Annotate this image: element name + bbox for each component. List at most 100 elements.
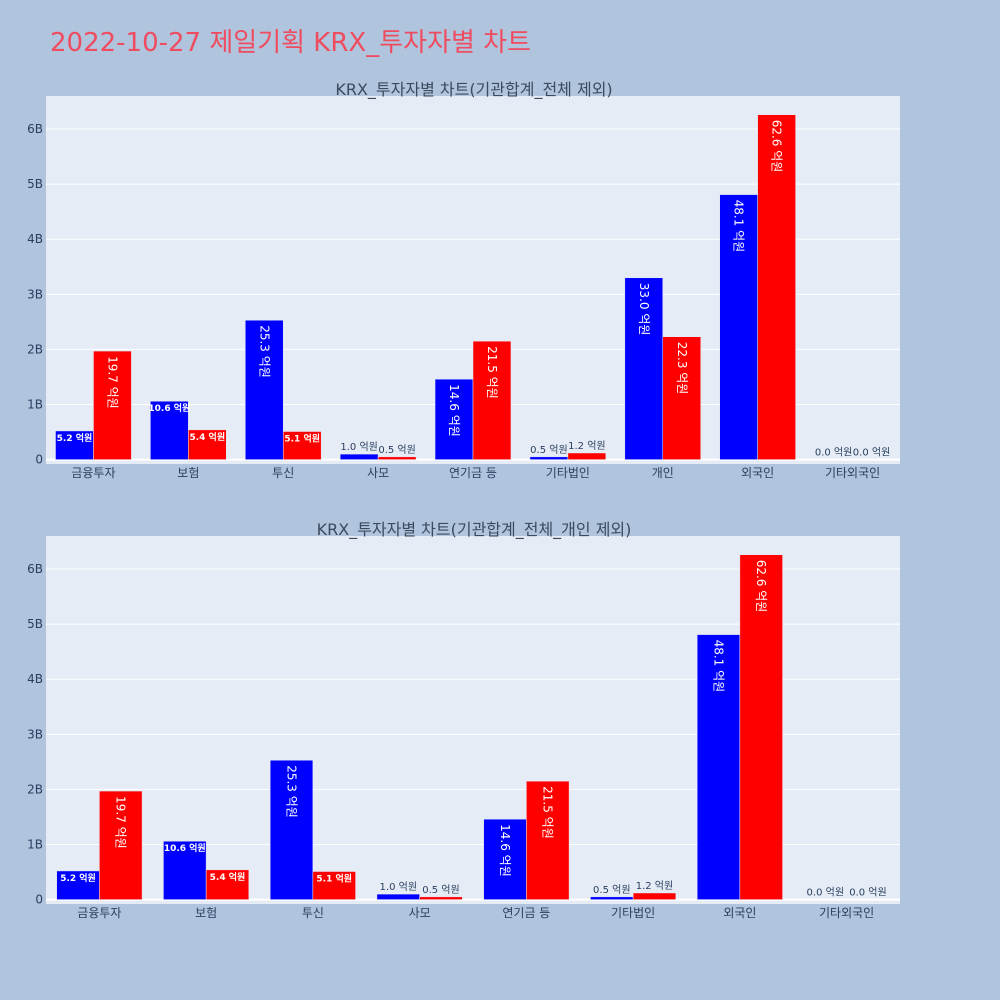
bar-label: 5.4 억원 bbox=[189, 431, 225, 443]
bar bbox=[312, 871, 356, 900]
y-tick-label: 4B bbox=[27, 232, 43, 246]
bar-label: 5.2 억원 bbox=[60, 872, 96, 884]
bar-label: 0.0 억원 bbox=[849, 887, 886, 899]
bar-label: 0.5 억원 bbox=[593, 884, 630, 896]
y-tick-label: 4B bbox=[27, 672, 43, 686]
bar-label: 0.0 억원 bbox=[815, 447, 852, 459]
bar-label: 14.6 억원 bbox=[498, 824, 512, 877]
y-tick-label: 5B bbox=[27, 617, 43, 631]
bar-label: 1.0 억원 bbox=[380, 881, 417, 893]
bar bbox=[188, 429, 227, 460]
y-tick-label: 1B bbox=[27, 398, 43, 412]
bar bbox=[377, 456, 417, 460]
bar-label: 0.5 억원 bbox=[378, 444, 415, 456]
x-tick-label: 기타외국인 bbox=[825, 466, 880, 480]
bar-label: 21.5 억원 bbox=[541, 786, 555, 839]
x-tick-label: 사모 bbox=[409, 906, 431, 920]
bar bbox=[282, 431, 322, 460]
y-tick-label: 3B bbox=[27, 727, 43, 741]
page-title: 2022-10-27 제일기획 KRX_투자자별 차트 bbox=[50, 28, 532, 58]
bar bbox=[163, 840, 207, 900]
bar-label: 0.5 억원 bbox=[530, 444, 567, 456]
bar-label: 5.1 억원 bbox=[284, 432, 320, 444]
bar-label: 22.3 억원 bbox=[675, 342, 689, 395]
chart-1: 0 1B 2B 3B 4B 5B 6B KRX_투자자별 차트(기관합계_전체 제외) 금융투자… bbox=[27, 80, 900, 480]
bar-label: 21.5 억원 bbox=[485, 346, 499, 399]
x-tick-label: 외국인 bbox=[741, 466, 774, 480]
bar bbox=[632, 892, 677, 900]
bar bbox=[245, 319, 284, 460]
bar bbox=[55, 430, 94, 460]
bar bbox=[567, 452, 607, 460]
y-tick-label: 6B bbox=[27, 122, 43, 136]
bar bbox=[269, 759, 314, 900]
y-tick-label: 0 bbox=[35, 453, 43, 467]
chart-title: KRX_투자자별 차트(기관합계_전체 제외) bbox=[335, 80, 612, 100]
bar bbox=[339, 453, 379, 460]
bar bbox=[757, 114, 796, 460]
bar bbox=[719, 194, 758, 460]
x-tick-label: 개인 bbox=[652, 466, 674, 480]
bar bbox=[662, 336, 701, 460]
x-tick-label: 금융투자 bbox=[71, 466, 115, 480]
bar bbox=[696, 634, 741, 900]
bar-label: 0.0 억원 bbox=[853, 447, 890, 459]
bar bbox=[376, 893, 420, 900]
chart-2: 0 1B 2B 3B 4B 5B 6B KRX_투자자별 차트(기관합계_전체_개인 제외) 금… bbox=[27, 520, 900, 920]
bar bbox=[56, 870, 100, 900]
bar-label: 19.7 억원 bbox=[105, 356, 119, 409]
bar-label: 1.2 억원 bbox=[568, 440, 605, 452]
y-tick-label: 3B bbox=[27, 287, 43, 301]
bar-label: 5.1 억원 bbox=[316, 872, 352, 884]
bar-label: 5.2 억원 bbox=[57, 432, 93, 444]
y-tick-label: 0 bbox=[35, 893, 43, 907]
bar bbox=[739, 554, 783, 900]
bar-label: 33.0 억원 bbox=[637, 283, 651, 336]
x-tick-label: 기타법인 bbox=[611, 906, 655, 920]
y-tick-label: 5B bbox=[27, 177, 43, 191]
x-tick-label: 투신 bbox=[272, 466, 294, 480]
bar-label: 19.7 억원 bbox=[114, 796, 128, 849]
bar-label: 48.1 억원 bbox=[732, 200, 746, 253]
y-tick-label: 2B bbox=[27, 342, 43, 356]
bar bbox=[434, 378, 474, 460]
chart-title: KRX_투자자별 차트(기관합계_전체_개인 제외) bbox=[317, 520, 632, 540]
bar bbox=[483, 818, 527, 900]
y-tick-label: 6B bbox=[27, 562, 43, 576]
bar-label: 62.6 억원 bbox=[770, 120, 784, 173]
y-tick-label: 2B bbox=[27, 782, 43, 796]
x-tick-label: 사모 bbox=[367, 466, 389, 480]
bar bbox=[624, 277, 664, 460]
x-tick-label: 외국인 bbox=[723, 906, 756, 920]
bar-label: 48.1 억원 bbox=[712, 640, 726, 693]
bar-label: 14.6 억원 bbox=[447, 384, 461, 437]
x-tick-label: 연기금 등 bbox=[502, 906, 550, 920]
bar bbox=[590, 896, 634, 900]
bar bbox=[472, 340, 512, 460]
x-tick-label: 연기금 등 bbox=[449, 466, 497, 480]
bar bbox=[99, 790, 143, 900]
bar bbox=[419, 896, 463, 900]
x-tick-label: 기타법인 bbox=[546, 466, 590, 480]
bar bbox=[93, 350, 132, 460]
bar-label: 5.4 억원 bbox=[210, 871, 246, 883]
x-tick-label: 보험 bbox=[195, 906, 217, 920]
bar-label: 1.2 억원 bbox=[636, 880, 673, 892]
bar-label: 10.6 억원 bbox=[164, 842, 206, 854]
bar-label: 10.6 억원 bbox=[148, 402, 190, 414]
x-tick-label: 보험 bbox=[177, 466, 199, 480]
bar bbox=[205, 869, 250, 900]
bar bbox=[150, 400, 189, 460]
bar bbox=[526, 780, 570, 900]
x-tick-label: 금융투자 bbox=[77, 906, 121, 920]
bar-label: 25.3 억원 bbox=[285, 765, 299, 818]
bar-label: 1.0 억원 bbox=[340, 441, 377, 453]
x-tick-label: 투신 bbox=[302, 906, 324, 920]
y-tick-label: 1B bbox=[27, 838, 43, 852]
bar-label: 0.5 억원 bbox=[422, 884, 459, 896]
bar-label: 62.6 억원 bbox=[754, 560, 768, 613]
bar bbox=[529, 456, 569, 460]
x-tick-label: 기타외국인 bbox=[819, 906, 874, 920]
